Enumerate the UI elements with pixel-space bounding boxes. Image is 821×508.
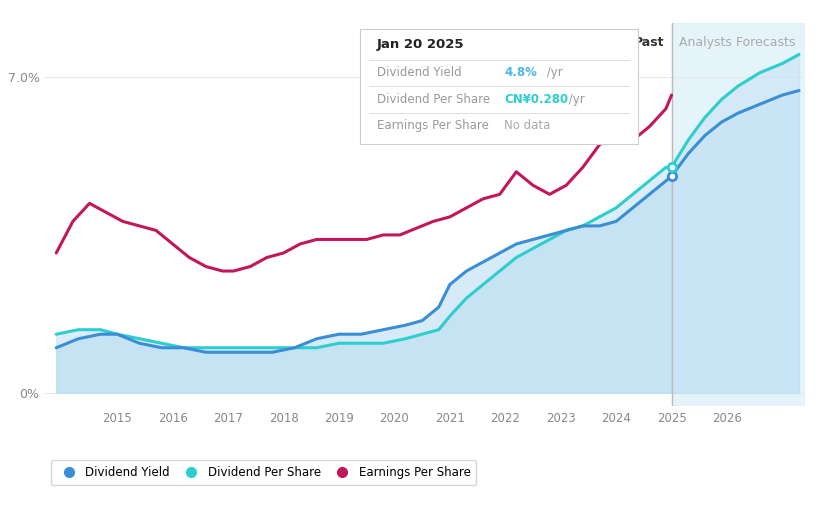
Text: Analysts Forecasts: Analysts Forecasts [679,36,796,49]
Bar [672,23,805,406]
Legend: Dividend Yield, Dividend Per Share, Earnings Per Share: Dividend Yield, Dividend Per Share, Earn… [51,460,476,485]
Text: Past: Past [634,36,664,49]
